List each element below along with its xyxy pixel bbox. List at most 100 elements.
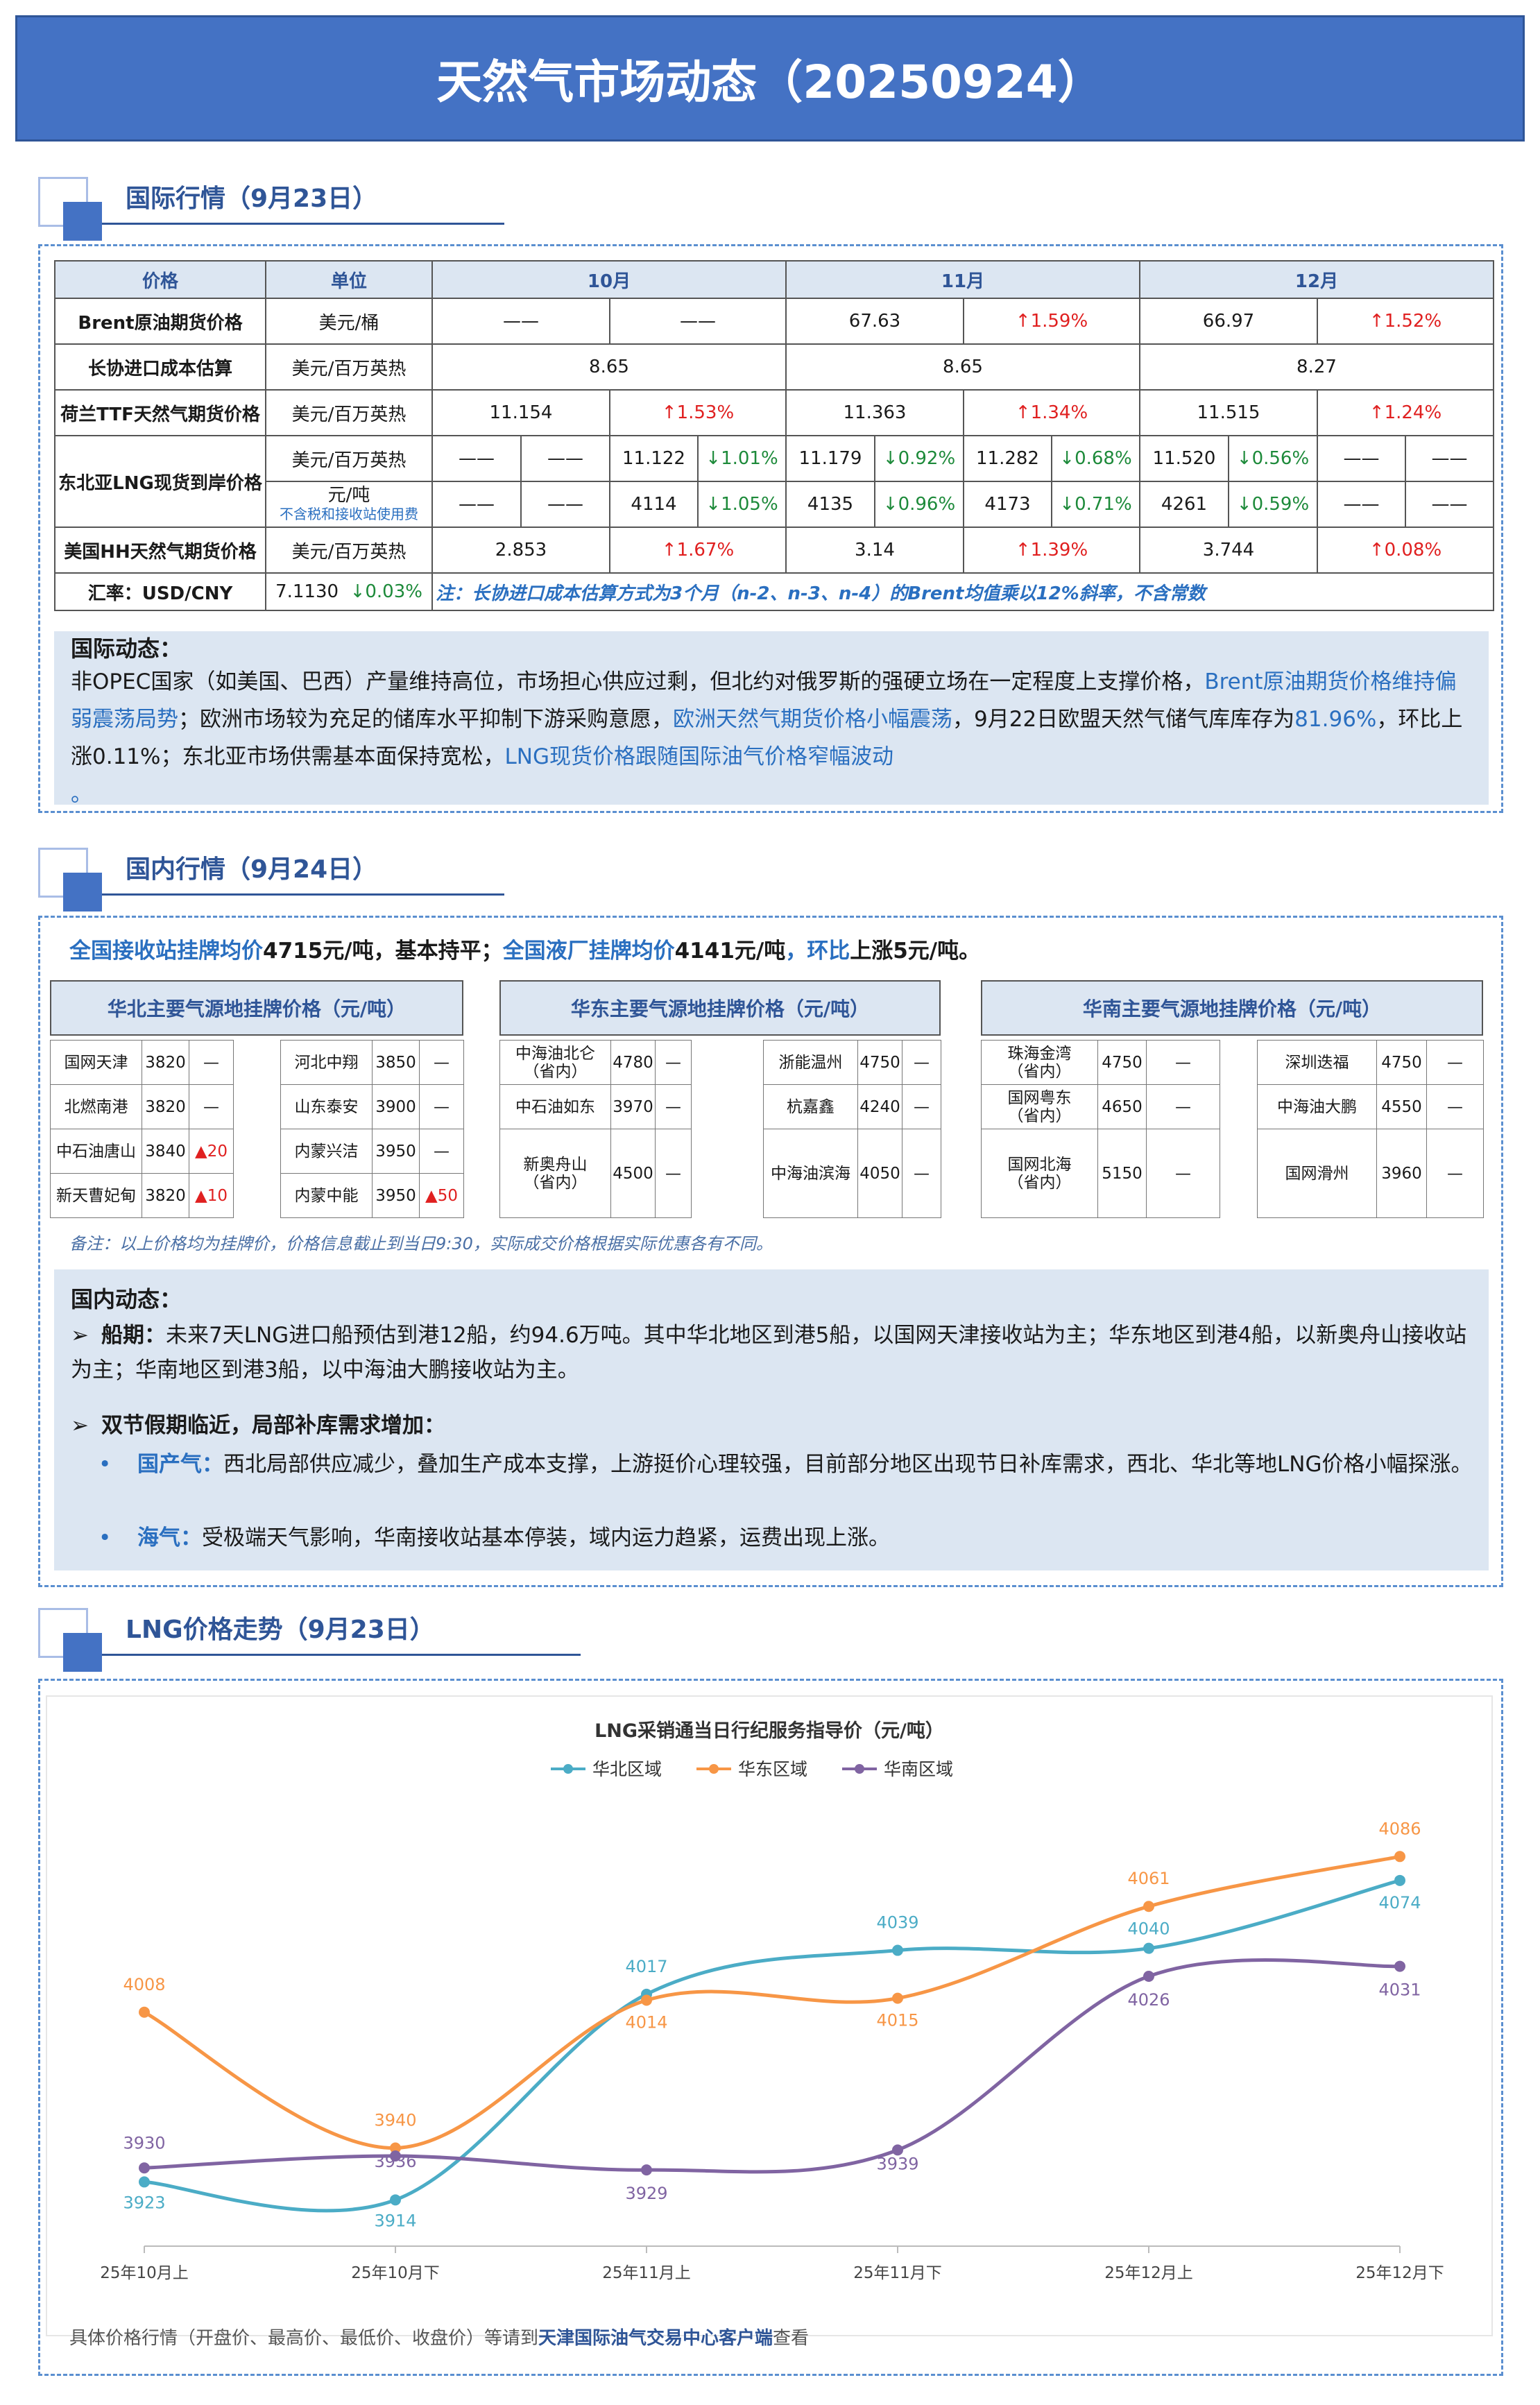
x-tick-label: 25年11月上 — [602, 2264, 691, 2282]
page-title: 天然气市场动态（20250924） — [15, 15, 1525, 142]
intl-dynamics-title: 国际动态： — [71, 635, 182, 662]
data-label: 4017 — [625, 1957, 667, 1976]
data-label: 4074 — [1378, 1893, 1421, 1912]
intl-dynamics: 国际动态： 非OPEC国家（如美国、巴西）产量维持高位，市场担心供应过剩，但北约… — [54, 631, 1489, 807]
table-row: 长协进口成本估算 美元/百万英热 8.65 8.65 8.27 — [54, 343, 1494, 391]
chart-title: LNG采销通当日行纪服务指导价（元/吨） — [594, 1720, 944, 1742]
region-north: 华北主要气源地挂牌价格（元/吨） 国网天津 3820— 北燃南港 3820— 中石油… — [50, 980, 464, 1223]
series-line-0 — [144, 1878, 1401, 2213]
data-point — [1143, 1970, 1154, 1982]
x-tick-label: 25年11月下 — [853, 2264, 942, 2282]
domestic-dynamics-title: 国内动态： — [71, 1286, 182, 1312]
data-point — [641, 2164, 652, 2176]
data-label: 4039 — [876, 1913, 918, 1933]
legend-label-1: 华东区域 — [738, 1759, 807, 1779]
data-point — [139, 2176, 150, 2188]
data-label: 3939 — [876, 2154, 918, 2173]
legend-label-0: 华北区域 — [592, 1759, 662, 1779]
intl-frame — [38, 244, 1503, 813]
intl-dynamics-text: 非OPEC国家（如美国、巴西）产量维持高位，市场担心供应过剩，但北约对俄罗斯的强… — [71, 669, 1463, 807]
section-header-intl: 国际行情（9月23日） — [38, 177, 504, 241]
trend-frame — [38, 1679, 1503, 2376]
data-label: 4031 — [1378, 1980, 1421, 2000]
chart-svg: LNG采销通当日行纪服务指导价（元/吨） 华北区域 华东区域 华南区域 25年10月上 2… — [100, 1720, 1444, 2282]
lng-price-chart: LNG采销通当日行纪服务指导价（元/吨） 华北区域 华东区域 华南区域 25年10月上 2… — [46, 1695, 1493, 2336]
series-line-1 — [143, 1854, 1401, 2150]
data-label: 3936 — [374, 2152, 416, 2171]
data-label: 3930 — [123, 2133, 165, 2152]
data-point — [390, 2142, 401, 2154]
x-tick-label: 25年12月上 — [1104, 2264, 1193, 2282]
data-point — [892, 2144, 903, 2156]
bullet-holiday: ➢ 双节假期临近，局部补库需求增加： — [71, 1413, 445, 1438]
section-title-intl: 国际行情（9月23日） — [126, 185, 378, 213]
legend-marker-2 — [855, 1764, 864, 1774]
data-point — [1394, 1960, 1405, 1972]
section-header-trend: LNG价格走势（9月23日） — [38, 1608, 581, 1672]
domestic-frame — [38, 916, 1503, 1587]
data-label: 4040 — [1127, 1919, 1170, 1939]
header-oct: 10月 — [431, 260, 787, 299]
section-header-domestic: 国内行情（9月24日） — [38, 848, 504, 911]
x-tick-label: 25年12月下 — [1355, 2264, 1444, 2282]
region-south-left-table: 珠海金湾 （省内） 4750— 国网粤东 （省内） 4650— 国网北海 （省内） 5150… — [981, 1040, 1220, 1218]
data-label: 3914 — [374, 2211, 416, 2230]
header-unit: 单位 — [265, 260, 433, 299]
table-row: 元/吨 不含税和接收站使用费 —— —— 4114 ↓1.05% 4135 ↓0.… — [55, 481, 1494, 528]
region-east: 华东主要气源地挂牌价格（元/吨） 中海油北仑 （省内） 4780— 中石油如东 397… — [499, 980, 941, 1223]
data-point — [390, 2194, 401, 2206]
data-label: 4008 — [123, 1975, 165, 1994]
intl-price-table: 价格 单位 10月 11月 12月 Brent原油期货价格 美元/桶 —— ——… — [54, 260, 1494, 611]
region-east-title: 华东主要气源地挂牌价格（元/吨） — [499, 980, 941, 1036]
section-title-trend: LNG价格走势（9月23日） — [126, 1616, 435, 1644]
bullet-sea-gas: • 海气：受极端天气影响，华南接收站基本停装，域内运力趋紧，运费出现上涨。 — [99, 1525, 890, 1550]
data-label: 4086 — [1378, 1819, 1421, 1838]
data-point — [1143, 1942, 1154, 1954]
header-price: 价格 — [54, 260, 266, 299]
domestic-dynamics: 国内动态： ➢ 船期：未来7天LNG进口船预估到港12船，约94.6万吨。其中华北… — [54, 1269, 1489, 1570]
data-label: 4061 — [1127, 1869, 1170, 1888]
table-row: 汇率：USD/CNY 7.1130 ↓0.03% 注：长协进口成本估算方式为3个… — [54, 572, 1494, 611]
data-label: 4015 — [876, 2011, 918, 2030]
data-point — [1394, 1874, 1405, 1886]
section-title-domestic: 国内行情（9月24日） — [126, 855, 378, 884]
data-point — [390, 2150, 401, 2162]
bullet-shipping: ➢ 船期：未来7天LNG进口船预估到港12船，约94.6万吨。其中华北地区到港5船… — [71, 1323, 1467, 1383]
data-point — [892, 1992, 903, 2004]
x-tick-label: 25年10月下 — [351, 2264, 440, 2282]
table-row: 东北亚LNG现货到岸价格 美元/百万英热 —— —— 11.122 ↓1.01%… — [54, 435, 1494, 528]
domestic-summary: 全国接收站挂牌均价4715元/吨，基本持平；全国液厂挂牌均价4141元/吨，环比… — [69, 939, 981, 964]
region-north-left-table: 国网天津 3820— 北燃南港 3820— 中石油唐山 3840 ▲20 新天曹妃甸 38… — [50, 1040, 234, 1218]
table-row: Brent原油期货价格 美元/桶 —— —— 67.63 ↑1.59% 66.9… — [54, 298, 1494, 345]
header-dec: 12月 — [1139, 260, 1494, 299]
region-north-title: 华北主要气源地挂牌价格（元/吨） — [50, 980, 463, 1036]
bullet-domestic-gas: • 国产气：西北局部供应减少，叠加生产成本支撑，上游挺价心理较强，目前部分地区出现… — [99, 1452, 1473, 1477]
footer-note: 具体价格行情（开盘价、最高价、最低价、收盘价）等请到天津国际油气交易中心客户端查… — [69, 2328, 810, 2349]
legend-marker-0 — [563, 1764, 573, 1774]
region-east-right-table: 浙能温州 4750— 杭嘉鑫 4240— 中海油滨海 4050— — [763, 1040, 941, 1218]
data-point — [641, 1994, 652, 2006]
legend-label-2: 华南区域 — [884, 1759, 953, 1779]
data-label: 3929 — [625, 2184, 667, 2203]
series-line-2 — [144, 1958, 1401, 2174]
region-south-right-table: 深圳迭福 4750— 中海油大鹏 4550— 国网滑州 3960— — [1257, 1040, 1484, 1218]
data-label: 4026 — [1127, 1990, 1170, 2010]
data-label: 4014 — [625, 2013, 667, 2032]
region-north-right-table: 河北中翔 3850— 山东泰安 3900— 内蒙兴洁 3950— 内蒙中能 3950 ▲5… — [280, 1040, 464, 1218]
region-east-left-table: 中海油北仑 （省内） 4780— 中石油如东 3970— 新奥舟山 （省内） 4500— — [499, 1040, 692, 1218]
header-nov: 11月 — [785, 260, 1140, 299]
data-point — [139, 2162, 150, 2174]
table-row: 荷兰TTF天然气期货价格 美元/百万英热 11.154 ↑1.53% 11.36… — [54, 389, 1494, 436]
price-remark: 备注：以上价格均为挂牌价，价格信息截止到当日9:30，实际成交价格根据实际优惠各… — [69, 1234, 773, 1253]
data-point — [892, 1944, 903, 1956]
data-point — [1394, 1851, 1405, 1863]
region-south-title: 华南主要气源地挂牌价格（元/吨） — [981, 980, 1483, 1036]
x-tick-label: 25年10月上 — [100, 2264, 189, 2282]
data-label: 3923 — [123, 2193, 165, 2212]
data-point — [139, 2006, 150, 2018]
legend-marker-1 — [709, 1764, 719, 1774]
table-row: 美国HH天然气期货价格 美元/百万英热 2.853 ↑1.67% 3.14 ↑1… — [54, 527, 1494, 574]
data-point — [1143, 1901, 1154, 1912]
data-label: 3940 — [374, 2110, 416, 2130]
region-south: 华南主要气源地挂牌价格（元/吨） 珠海金湾 （省内） 4750— 国网粤东 （省内） 4… — [981, 980, 1484, 1223]
